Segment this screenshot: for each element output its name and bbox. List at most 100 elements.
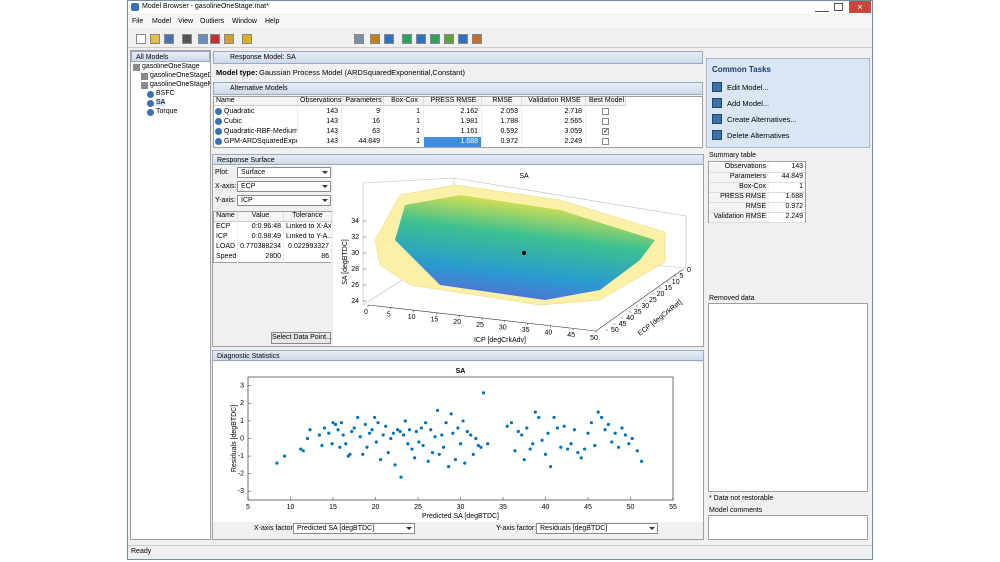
task-link[interactable]: Add Model... xyxy=(727,99,770,108)
table-cell[interactable]: 9 xyxy=(342,107,384,117)
toolbar-button[interactable] xyxy=(136,34,146,44)
task-link[interactable]: Create Alternatives... xyxy=(727,115,797,124)
toolbar-button[interactable] xyxy=(198,34,208,44)
table-cell[interactable]: 0.592 xyxy=(482,127,522,137)
summary-value: 1.688 xyxy=(769,193,805,203)
table-cell[interactable]: 143 xyxy=(298,117,342,127)
tree-item[interactable]: Torque xyxy=(156,108,178,115)
table-cell[interactable]: 2.718 xyxy=(522,107,586,117)
y-axis-dropdown[interactable]: ICP xyxy=(237,195,331,206)
status-text: Ready xyxy=(131,548,152,555)
toolbar-button[interactable] xyxy=(416,34,426,44)
table-cell[interactable]: 143 xyxy=(298,107,342,117)
task-icon xyxy=(712,98,722,108)
table-cell[interactable]: 0:0.98:49 xyxy=(238,233,284,243)
toolbar-button[interactable] xyxy=(242,34,252,44)
minimize-button[interactable] xyxy=(815,3,829,12)
table-cell[interactable]: 1 xyxy=(384,117,424,127)
menu-item[interactable]: View xyxy=(178,18,194,25)
table-cell[interactable]: Speed xyxy=(214,253,238,263)
table-cell[interactable]: 63 xyxy=(342,127,384,137)
table-cell[interactable]: LOAD xyxy=(214,243,238,253)
y-factor-dropdown[interactable]: Residuals [degBTDC] xyxy=(536,523,658,534)
table-cell[interactable]: 44.849 xyxy=(342,137,384,147)
table-cell[interactable]: 1 xyxy=(384,137,424,147)
table-cell[interactable]: 0.022993327 xyxy=(284,243,332,253)
toolbar-button[interactable] xyxy=(182,34,192,44)
menu-item[interactable]: Help xyxy=(265,18,280,25)
task-icon xyxy=(712,130,722,140)
toolbar-button[interactable] xyxy=(402,34,412,44)
toolbar-button[interactable] xyxy=(370,34,380,44)
table-cell[interactable]: 0.972 xyxy=(482,137,522,147)
table-cell[interactable]: 3.059 xyxy=(522,127,586,137)
toolbar-button[interactable] xyxy=(472,34,482,44)
column-header: Box-Cox xyxy=(384,97,424,106)
table-cell[interactable]: 2.162 xyxy=(424,107,482,117)
table-cell[interactable]: 2.053 xyxy=(482,107,522,117)
toolbar-button[interactable] xyxy=(150,34,160,44)
table-cell[interactable]: 1.161 xyxy=(424,127,482,137)
y-axis-label: Y-axis: xyxy=(215,197,236,204)
toolbar-button[interactable] xyxy=(164,34,174,44)
toolbar-button[interactable] xyxy=(354,34,364,44)
select-data-point-button[interactable]: Select Data Point... xyxy=(271,332,332,344)
summary-value: 44.849 xyxy=(769,173,805,183)
table-cell[interactable]: ECP xyxy=(214,223,238,233)
tree-item[interactable]: gasolineOneStageD xyxy=(150,72,210,79)
best-model-checkbox[interactable] xyxy=(602,108,609,115)
table-cell[interactable]: 1.981 xyxy=(424,117,482,127)
tree-item[interactable]: BSFC xyxy=(156,90,175,97)
menu-item[interactable]: File xyxy=(132,18,144,25)
tree-item[interactable]: gasolineOneStageM xyxy=(150,81,210,88)
tree-icon xyxy=(141,82,148,89)
best-model-checkbox[interactable]: ✓ xyxy=(602,128,609,135)
table-cell[interactable]: 143 xyxy=(298,127,342,137)
table-cell[interactable]: 86 xyxy=(284,253,332,263)
model-name[interactable]: GPM-ARDSquaredExpo... xyxy=(214,137,298,147)
menu-item[interactable]: Model xyxy=(152,18,172,25)
tree-header: All Models xyxy=(131,51,210,62)
table-cell[interactable]: 16 xyxy=(342,117,384,127)
table-cell[interactable]: 2.249 xyxy=(522,137,586,147)
table-cell[interactable]: Linked to Y-A... xyxy=(284,233,332,243)
column-header: Validation RMSE xyxy=(522,97,586,106)
toolbar-button[interactable] xyxy=(430,34,440,44)
table-cell[interactable]: ICP xyxy=(214,233,238,243)
x-axis-dropdown[interactable]: ECP xyxy=(237,181,331,192)
factor-table: Name Value Tolerance ECP 0:0.96:48 Linked to … xyxy=(213,211,332,263)
table-cell[interactable]: 1.688 xyxy=(424,137,482,147)
x-factor-dropdown[interactable]: Predicted SA [degBTDC] xyxy=(293,523,415,534)
model-name[interactable]: Cubic xyxy=(214,117,298,127)
table-cell[interactable]: 2.565 xyxy=(522,117,586,127)
toolbar-button[interactable] xyxy=(458,34,468,44)
toolbar-button[interactable] xyxy=(444,34,454,44)
task-link[interactable]: Edit Model... xyxy=(727,83,769,92)
toolbar-button[interactable] xyxy=(210,34,220,44)
menu-item[interactable]: Outliers xyxy=(200,18,225,25)
table-cell[interactable]: 0:0.96:48 xyxy=(238,223,284,233)
x-axis-label: X-axis: xyxy=(215,183,237,190)
tree-item[interactable]: gasolineOneStage xyxy=(142,63,200,70)
model-name[interactable]: Quadratic-RBF-Medium xyxy=(214,127,298,137)
model-name[interactable]: Quadratic xyxy=(214,107,298,117)
table-cell[interactable]: 1 xyxy=(384,127,424,137)
table-cell[interactable]: 2800 xyxy=(238,253,284,263)
table-cell[interactable]: 0.770388234 xyxy=(238,243,284,253)
task-link[interactable]: Delete Alternatives xyxy=(727,131,790,140)
table-cell[interactable]: Linked to X-Axis xyxy=(284,223,332,233)
table-cell[interactable]: 1 xyxy=(384,107,424,117)
maximize-button[interactable] xyxy=(834,3,843,11)
best-model-checkbox[interactable] xyxy=(602,118,609,125)
toolbar-button[interactable] xyxy=(384,34,394,44)
table-cell[interactable]: 1.788 xyxy=(482,117,522,127)
menu-item[interactable]: Window xyxy=(232,18,257,25)
toolbar-button[interactable] xyxy=(224,34,234,44)
summary-table: Observations 143 Parameters 44.849 Box-Cox 1 P… xyxy=(708,161,806,223)
column-header: Name xyxy=(214,212,238,222)
close-button[interactable]: × xyxy=(849,1,871,13)
plot-dropdown[interactable]: Surface xyxy=(237,167,331,178)
tree-item[interactable]: SA xyxy=(156,99,166,106)
table-cell[interactable]: 143 xyxy=(298,137,342,147)
best-model-checkbox[interactable] xyxy=(602,138,609,145)
